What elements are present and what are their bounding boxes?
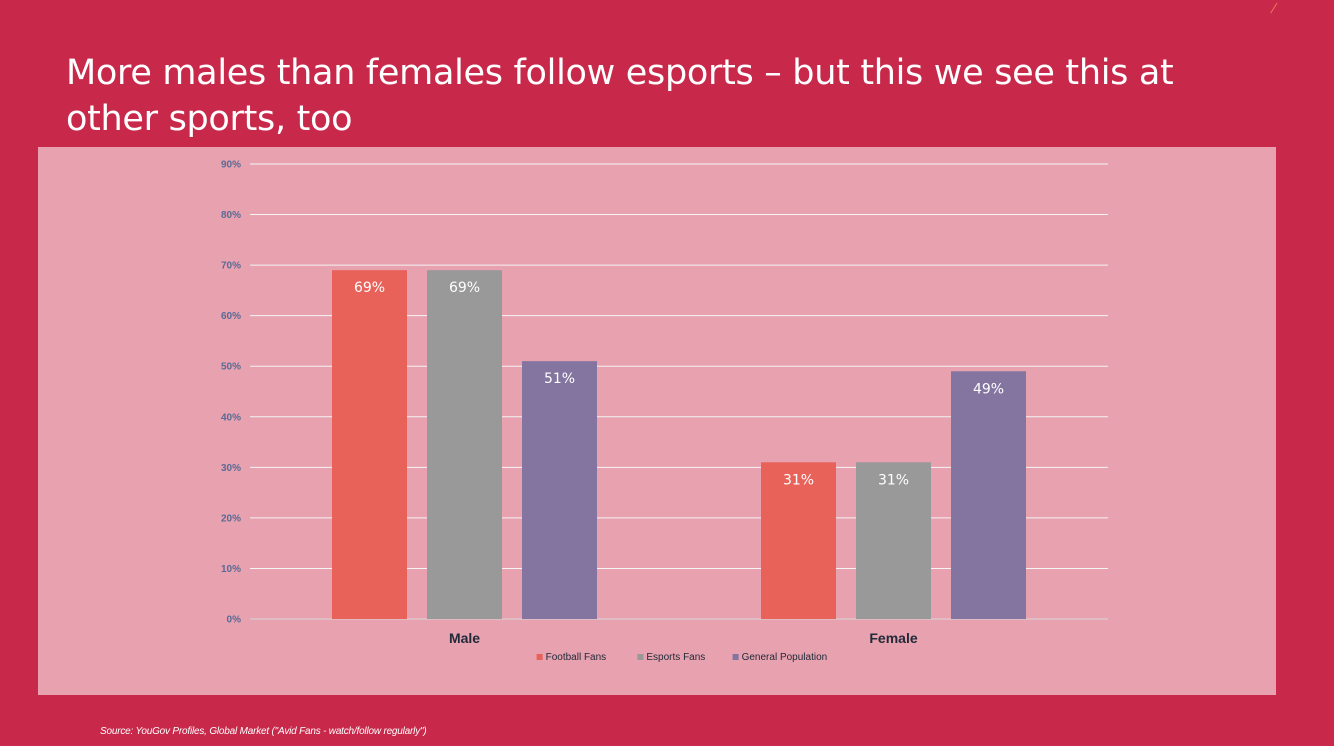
y-tick-label: 0%: [227, 615, 242, 626]
legend-label: Football Fans: [546, 652, 607, 663]
y-tick-label: 50%: [221, 362, 241, 373]
bar: [332, 270, 407, 619]
bar-chart: 0% 10% 20% 30% 40% 50% 60% 70% 80% 90% 69% 69% 51% Ma…: [221, 160, 1108, 663]
chart-panel: 0% 10% 20% 30% 40% 50% 60% 70% 80% 90% 69% 69% 51% Ma…: [38, 147, 1276, 695]
bar: [761, 462, 836, 619]
y-tick-label: 30%: [221, 463, 241, 474]
data-label: 51%: [544, 371, 575, 387]
y-tick-label: 70%: [221, 261, 241, 272]
legend-label: General Population: [742, 652, 828, 663]
y-tick-label: 10%: [221, 564, 241, 575]
y-tick-label: 80%: [221, 210, 241, 221]
y-tick-label: 40%: [221, 412, 241, 423]
data-label: 69%: [354, 280, 385, 296]
y-tick-label: 60%: [221, 311, 241, 322]
data-label: 69%: [449, 280, 480, 296]
bar: [856, 462, 931, 619]
slide-title: More males than females follow esports –…: [66, 53, 1174, 139]
x-category-label: Male: [449, 630, 480, 646]
bar: [951, 371, 1026, 619]
legend-swatch: [536, 654, 543, 660]
corner-mark: /: [1269, 0, 1279, 16]
legend-swatch: [637, 654, 644, 660]
data-label: 31%: [783, 472, 814, 488]
source-note: Source: YouGov Profiles, Global Market (…: [100, 726, 427, 737]
y-tick-label: 90%: [221, 160, 241, 171]
bar: [522, 361, 597, 619]
data-label: 31%: [878, 472, 909, 488]
data-label: 49%: [973, 381, 1004, 397]
bar: [427, 270, 502, 619]
legend-swatch: [732, 654, 739, 660]
y-tick-label: 20%: [221, 513, 241, 524]
x-category-label: Female: [869, 630, 917, 646]
legend-label: Esports Fans: [646, 652, 705, 663]
